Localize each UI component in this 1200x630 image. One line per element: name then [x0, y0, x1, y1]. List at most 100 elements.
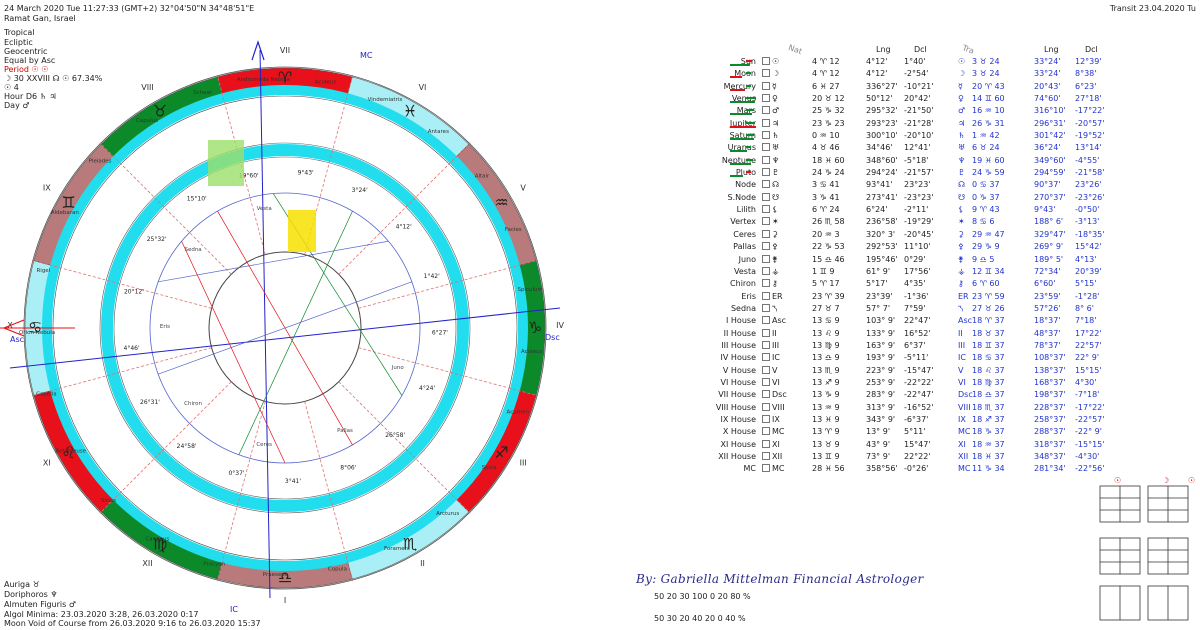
planet-degree-label: 4°12'	[396, 223, 412, 230]
row-transit-declination: -17°22'	[1075, 402, 1105, 412]
row-glyph: ✶	[772, 217, 779, 227]
row-name: Eris	[741, 291, 756, 301]
row-transit-longitude: 108°37'	[1034, 353, 1066, 363]
footer-moon-void: Moon Void of Course from 26.03.2020 9:16…	[4, 619, 261, 628]
row-transit-longitude: 33°24'	[1034, 69, 1061, 79]
row-transit-longitude: 18°37'	[1034, 316, 1061, 326]
house-number: XII	[142, 559, 152, 568]
row-glyph: ⚵	[772, 254, 778, 264]
row-transit-declination: 22°57'	[1075, 340, 1102, 350]
row-longitude: 195°46'	[866, 254, 898, 264]
row-transit-declination: -3°13'	[1075, 217, 1100, 227]
row-transit-glyph: VIII	[958, 402, 971, 412]
row-transit-position: 20 ♈ 43	[972, 81, 1005, 91]
row-position: 23 ♑ 23	[812, 118, 845, 128]
row-transit-longitude: 294°59'	[1034, 168, 1066, 178]
hour-ruler: Hour D6 ♄ ♃	[4, 92, 57, 101]
row-declination: 17°56'	[904, 266, 931, 276]
row-transit-longitude: 189° 5'	[1034, 254, 1064, 264]
row-longitude: 103° 9'	[866, 316, 896, 326]
row-transit-glyph: ☊	[958, 180, 966, 190]
row-glyph: Dsc	[772, 390, 787, 400]
transit-date-label: Transit 23.04.2020 Tu	[1109, 4, 1196, 13]
row-transit-declination: 4°30'	[1075, 377, 1097, 387]
row-box-icon	[762, 452, 770, 464]
row-name: VIII House	[715, 402, 756, 412]
fixed-star-label: Betelgeuse	[55, 449, 86, 455]
row-position: 13 ♒ 9	[812, 402, 840, 412]
row-name: Pallas	[733, 242, 756, 252]
sign-glyph: ♑	[528, 318, 542, 337]
row-glyph: ⚴	[772, 242, 778, 252]
row-transit-declination: -22°56'	[1075, 464, 1105, 474]
body-name-label: Juno	[391, 365, 405, 371]
row-position: 3 ♋ 41	[812, 180, 840, 190]
row-transit-glyph: VI	[958, 377, 966, 387]
row-declination: -23°23'	[904, 192, 934, 202]
row-glyph: XI	[772, 439, 780, 449]
row-transit-declination: 8° 6'	[1075, 303, 1094, 313]
fixed-star-label: Spiculum	[518, 287, 543, 293]
row-transit-position: 6 ♉ 24	[972, 143, 1000, 153]
row-transit-longitude: 90°37'	[1034, 180, 1061, 190]
row-transit-glyph: ☿	[958, 81, 963, 91]
row-transit-position: 6 ♈ 60	[972, 279, 1000, 289]
row-declination: 15°47'	[904, 439, 931, 449]
row-glyph: VIII	[772, 402, 785, 412]
row-box-icon	[762, 390, 770, 402]
row-transit-position: 29 ♑ 9	[972, 242, 1000, 252]
row-name: Neptune	[721, 155, 756, 165]
row-transit-declination: -4°30'	[1075, 452, 1100, 461]
row-transit-position: 18 ♈ 37	[972, 316, 1005, 326]
strength-bar	[730, 88, 746, 91]
row-transit-glyph: ☽	[958, 69, 966, 79]
row-transit-declination: 6°23'	[1075, 81, 1097, 91]
row-position: 6 ♈ 24	[812, 205, 840, 215]
planet-degree-label: 4°46'	[124, 345, 140, 352]
row-declination: 23°23'	[904, 180, 931, 190]
row-name: Pluto	[680, 167, 756, 179]
house-number: XI	[43, 459, 51, 468]
sign-glyph: ♊	[61, 193, 75, 212]
row-name: VII House	[718, 390, 756, 400]
row-declination: 16°52'	[904, 328, 931, 338]
row-transit-glyph: ♇	[958, 168, 966, 178]
row-longitude: 295°32'	[866, 106, 898, 116]
row-transit-position: 24 ♑ 59	[972, 168, 1005, 178]
row-glyph: XII	[772, 452, 783, 461]
mc-arrow-icon	[251, 40, 265, 61]
fixed-star-label: Praesepe	[263, 572, 289, 578]
row-longitude: 57° 7'	[866, 303, 891, 313]
row-glyph: ⚸	[772, 205, 778, 215]
row-transit-glyph: ♆	[958, 155, 966, 165]
row-name: Juno	[738, 254, 756, 264]
planet-degree-label: 3°41'	[285, 478, 301, 485]
fixed-star-label: Pleiades	[89, 159, 112, 165]
row-name: IX House	[720, 414, 756, 424]
sign-glyph: ♒	[494, 193, 508, 212]
planet-degree-label: 1°42'	[424, 273, 440, 280]
strength-bar	[730, 162, 751, 165]
row-position: 13 ♊ 9	[812, 452, 840, 461]
footer-doriphoros: Doriphoros ♆	[4, 590, 58, 599]
row-position: 6 ♓ 27	[812, 81, 840, 91]
row-glyph: ☉	[772, 57, 780, 66]
row-longitude: 293°23'	[866, 118, 898, 128]
strength-bar	[746, 84, 751, 87]
strength-bar	[746, 60, 753, 62]
strength-bar	[746, 121, 755, 124]
row-box-icon	[762, 291, 770, 304]
row-transit-position: 3 ♉ 24	[972, 69, 1000, 79]
row-glyph: ⚶	[772, 266, 779, 276]
row-transit-position: 18 ♓ 37	[972, 452, 1005, 461]
sign-glyph: ♐	[494, 443, 508, 462]
row-box-icon	[762, 341, 770, 353]
row-transit-glyph: ⚳	[958, 229, 964, 239]
row-position: 28 ♓ 56	[812, 464, 845, 474]
row-longitude: 236°58'	[866, 217, 898, 227]
row-transit-declination: -18°35'	[1075, 229, 1105, 239]
row-name: Uranus	[727, 143, 756, 153]
row-transit-glyph: III	[958, 340, 966, 350]
row-name: Moon	[680, 68, 756, 80]
chart-wheel: ♈♉♊♋♌♍♎♏♐♑♒♓IIIIIIIVVVIVIIVIIIIXXXIXIIAn…	[0, 40, 564, 614]
